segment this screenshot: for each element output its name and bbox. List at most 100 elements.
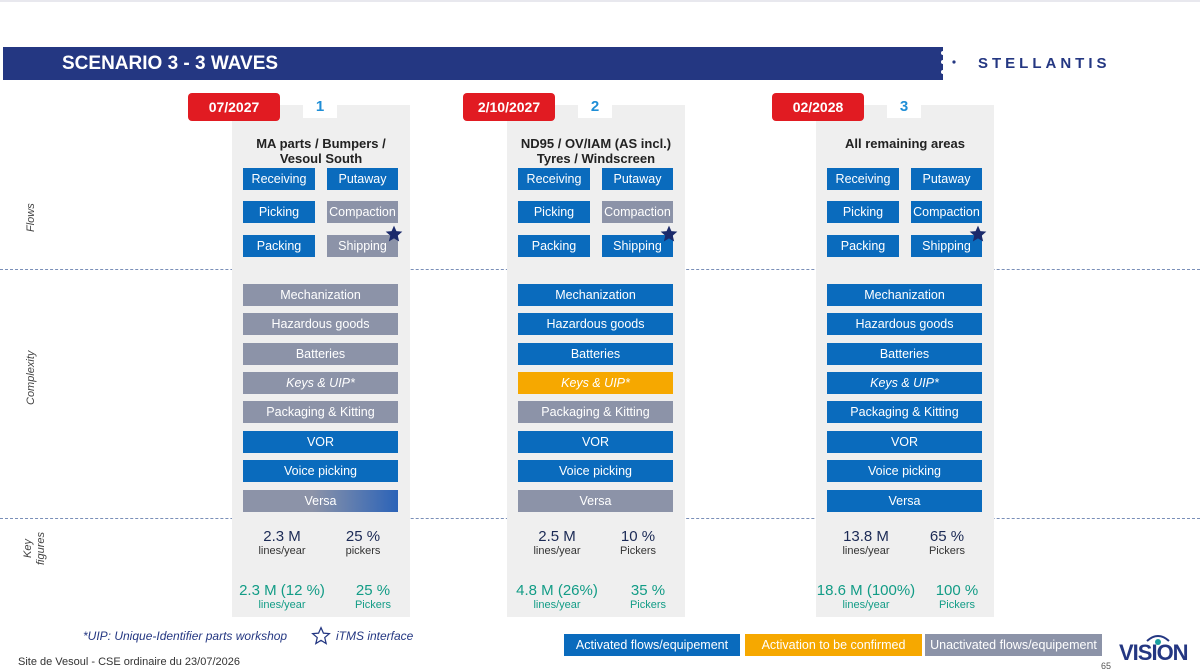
- kf-cumulative-lines: 4.8 M (26%) lines/year: [507, 583, 607, 613]
- row-label-flows: Flows: [25, 203, 37, 232]
- kf-lines-unit: lines/year: [533, 545, 581, 557]
- complexity-item: Versa: [518, 490, 673, 512]
- complexity-item: Keys & UIP*: [243, 372, 398, 394]
- brand-dots-icon: [941, 51, 956, 74]
- vision-logo: VISION: [1119, 640, 1189, 665]
- kf-lines-value: 2.5 M: [538, 528, 576, 545]
- flow-shipping-box: Shipping: [327, 235, 398, 257]
- kf-cumulative-lines-value: 18.6 M (100%): [816, 582, 916, 599]
- kf-cumulative-lines: 2.3 M (12 %) lines/year: [232, 583, 332, 613]
- flow-receiving-box: Receiving: [243, 168, 315, 190]
- flow-compaction-box: Compaction: [911, 201, 982, 223]
- row-label-key: Key: [22, 539, 34, 558]
- complexity-item: Batteries: [243, 343, 398, 365]
- kf-pickers-value: 10 %: [620, 528, 656, 545]
- complexity-item: Versa: [243, 490, 398, 512]
- flow-picking-box: Picking: [243, 201, 315, 223]
- kf-cumulative-lines-value: 2.3 M (12 %): [239, 582, 325, 599]
- complexity-item: Mechanization: [243, 284, 398, 306]
- kf-cumulative-lines-value: 4.8 M (26%): [516, 582, 598, 599]
- vision-eye-icon: [1146, 635, 1170, 645]
- stellantis-logo: STELLANTIS: [978, 55, 1111, 72]
- kf-cumulative-lines: 18.6 M (100%) lines/year: [816, 583, 916, 613]
- complexity-item: Hazardous goods: [518, 313, 673, 335]
- complexity-item: Mechanization: [518, 284, 673, 306]
- complexity-item: Packaging & Kitting: [518, 401, 673, 423]
- flow-receiving-box: Receiving: [827, 168, 899, 190]
- wave-number: 3: [887, 96, 921, 118]
- itms-star-icon: [660, 225, 678, 242]
- kf-cumulative-lines-unit: lines/year: [533, 599, 581, 611]
- complexity-item: Batteries: [827, 343, 982, 365]
- legend-activated: Activated flows/equipement: [564, 634, 740, 656]
- complexity-item: Versa: [827, 490, 982, 512]
- kf-pickers: 25 % pickers: [313, 529, 413, 559]
- wave-title-line2: Vesoul South: [279, 151, 363, 166]
- wave-title-line1: MA parts / Bumpers /: [256, 136, 386, 151]
- wave-number: 2: [578, 96, 612, 118]
- complexity-item: Packaging & Kitting: [243, 401, 398, 423]
- kf-cumulative-lines-unit: lines/year: [258, 599, 306, 611]
- footer-site: Site de Vesoul - CSE ordinaire du 23/07/…: [18, 656, 240, 668]
- complexity-item: Keys & UIP*: [827, 372, 982, 394]
- kf-cumulative-pickers: 35 % Pickers: [598, 583, 698, 613]
- flow-packing-box: Packing: [827, 235, 899, 257]
- kf-lines-unit: lines/year: [842, 545, 890, 557]
- complexity-item: VOR: [243, 431, 398, 453]
- flow-picking-box: Picking: [827, 201, 899, 223]
- legend-to-confirm: Activation to be confirmed: [745, 634, 922, 656]
- flow-compaction-box: Compaction: [602, 201, 673, 223]
- uip-footnote: *UIP: Unique-Identifier parts workshop: [83, 629, 288, 643]
- flow-shipping-box: Shipping: [911, 235, 982, 257]
- legend-unactivated: Unactivated flows/equipement: [925, 634, 1102, 656]
- flow-packing-box: Packing: [518, 235, 590, 257]
- kf-pickers-unit: Pickers: [928, 545, 966, 557]
- kf-lines-value: 13.8 M: [843, 528, 889, 545]
- wave-date-badge: 07/2027: [188, 93, 280, 121]
- row-label-figures: figures: [35, 531, 47, 565]
- flow-putaway-box: Putaway: [602, 168, 673, 190]
- row-label-complexity: Complexity: [25, 350, 37, 405]
- flow-putaway-box: Putaway: [911, 168, 982, 190]
- flow-putaway-box: Putaway: [327, 168, 398, 190]
- page-number: 65: [1101, 661, 1112, 671]
- flow-compaction-box: Compaction: [327, 201, 398, 223]
- kf-cumulative-pickers-value: 35 %: [630, 582, 666, 599]
- kf-pickers-unit: Pickers: [619, 545, 657, 557]
- wave-title-line2: Tyres / Windscreen: [536, 151, 656, 166]
- kf-pickers-value: 25 %: [345, 528, 381, 545]
- kf-cumulative-pickers-unit: Pickers: [629, 599, 667, 611]
- kf-cumulative-pickers-value: 25 %: [355, 582, 391, 599]
- kf-pickers-value: 65 %: [929, 528, 965, 545]
- kf-cumulative-lines-unit: lines/year: [842, 599, 890, 611]
- kf-pickers-unit: pickers: [345, 545, 381, 557]
- kf-cumulative-pickers: 25 % Pickers: [323, 583, 423, 613]
- flow-shipping-box: Shipping: [602, 235, 673, 257]
- complexity-item: Batteries: [518, 343, 673, 365]
- kf-cumulative-pickers: 100 % Pickers: [907, 583, 1007, 613]
- kf-pickers: 10 % Pickers: [588, 529, 688, 559]
- top-border: [0, 0, 1200, 2]
- complexity-item: VOR: [827, 431, 982, 453]
- flow-receiving-box: Receiving: [518, 168, 590, 190]
- flow-packing-box: Packing: [243, 235, 315, 257]
- page-title: SCENARIO 3 - 3 WAVES: [62, 53, 279, 74]
- wave-title-line1: All remaining areas: [845, 136, 965, 151]
- itms-star-icon: [969, 225, 987, 242]
- itms-star-icon: [385, 225, 403, 242]
- title-banner: [3, 47, 943, 80]
- complexity-item: Hazardous goods: [243, 313, 398, 335]
- complexity-item: Packaging & Kitting: [827, 401, 982, 423]
- complexity-item: Voice picking: [827, 460, 982, 482]
- wave-number: 1: [303, 96, 337, 118]
- wave-title-line1: ND95 / OV/IAM (AS incl.): [520, 136, 672, 151]
- complexity-item: Voice picking: [518, 460, 673, 482]
- kf-lines-unit: lines/year: [258, 545, 306, 557]
- kf-cumulative-pickers-unit: Pickers: [938, 599, 976, 611]
- complexity-item: Voice picking: [243, 460, 398, 482]
- wave-date-badge: 2/10/2027: [463, 93, 555, 121]
- complexity-item: Keys & UIP*: [518, 372, 673, 394]
